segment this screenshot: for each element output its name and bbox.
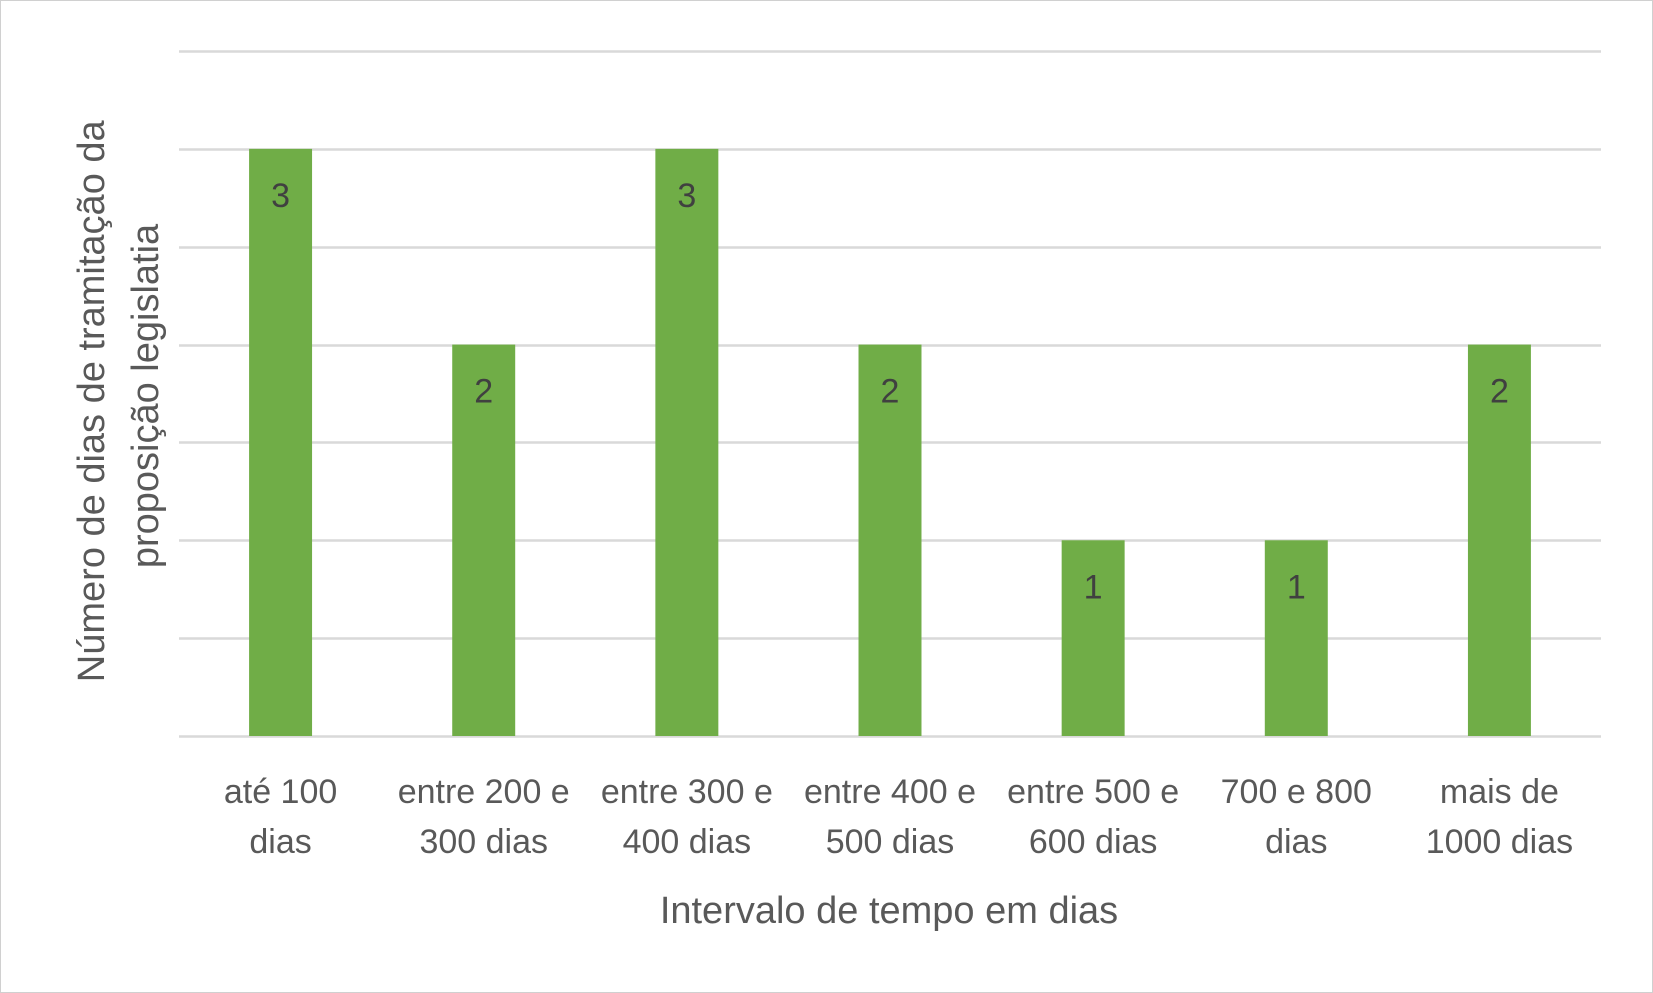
bar-3	[858, 344, 922, 736]
x-tick-label-3-line-1: 500 dias	[826, 823, 955, 861]
x-axis-title: Intervalo de tempo em dias	[660, 890, 1118, 932]
x-tick-label-6-line-0: mais de	[1440, 773, 1559, 811]
y-axis-title-line-2: proposição legislatia	[125, 223, 167, 568]
data-labels: 3 2 3 2 1 1 2	[271, 177, 1509, 606]
x-tick-label-1-line-1: 300 dias	[419, 823, 548, 861]
x-tick-label-1-line-0: entre 200 e	[398, 773, 570, 811]
data-label-1: 2	[474, 373, 493, 411]
x-tick-label-5-line-1: dias	[1265, 823, 1327, 861]
x-tick-label-4-line-1: 600 dias	[1029, 823, 1158, 861]
data-label-6: 2	[1490, 373, 1509, 411]
x-tick-label-3-line-0: entre 400 e	[804, 773, 976, 811]
x-tick-label-6-line-1: 1000 dias	[1426, 823, 1573, 861]
x-tick-label-4: entre 500 e 600 dias	[1007, 773, 1179, 861]
x-tick-label-4-line-0: entre 500 e	[1007, 773, 1179, 811]
y-axis-title: Número de dias de tramitação da proposiç…	[71, 110, 167, 682]
x-tick-label-0-line-1: dias	[249, 823, 311, 861]
x-tick-label-5-line-0: 700 e 800	[1221, 773, 1372, 811]
x-tick-label-5: 700 e 800 dias	[1221, 773, 1372, 861]
x-tick-label-1: entre 200 e 300 dias	[398, 773, 570, 861]
bar-2	[655, 148, 719, 736]
x-tick-label-0-line-0: até 100	[224, 773, 337, 811]
bar-6	[1467, 344, 1531, 736]
bar-4	[1061, 540, 1125, 736]
x-tick-label-0: até 100 dias	[224, 773, 337, 861]
data-label-0: 3	[271, 177, 290, 215]
x-tick-label-2-line-1: 400 dias	[623, 823, 752, 861]
y-axis-title-line-1: Número de dias de tramitação da	[71, 119, 113, 682]
bar-5	[1264, 540, 1328, 736]
bar-0	[249, 148, 313, 736]
x-tick-label-2-line-0: entre 300 e	[601, 773, 773, 811]
x-tick-label-3: entre 400 e 500 dias	[804, 773, 976, 861]
x-tick-label-2: entre 300 e 400 dias	[601, 773, 773, 861]
data-label-2: 3	[677, 177, 696, 215]
data-label-5: 1	[1287, 568, 1306, 606]
x-tick-label-6: mais de 1000 dias	[1426, 773, 1573, 861]
bars	[249, 148, 1531, 736]
data-label-3: 2	[881, 373, 900, 411]
x-tick-labels: até 100 dias entre 200 e 300 dias entre 300 …	[224, 773, 1573, 861]
bar-1	[452, 344, 516, 736]
data-label-4: 1	[1084, 568, 1103, 606]
